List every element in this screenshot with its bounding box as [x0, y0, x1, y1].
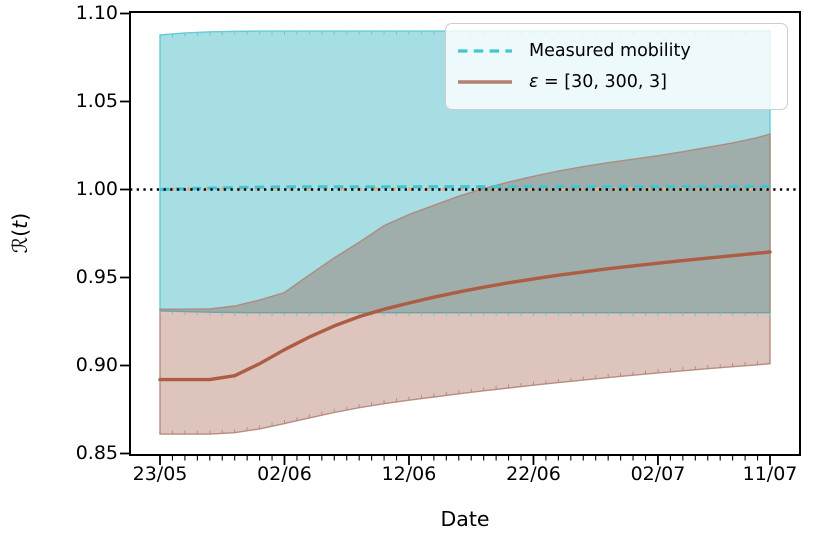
y-tick-label: 0.85 — [75, 442, 118, 464]
x-tick-label: 22/06 — [506, 463, 561, 485]
y-tick-label: 0.95 — [75, 266, 118, 288]
dashed-line-sample-icon — [458, 49, 512, 53]
legend-label-epsilon: ε = [30, 300, 3] — [529, 72, 667, 93]
legend-item-measured-mobility: Measured mobility — [456, 41, 779, 61]
y-tick-label: 1.00 — [75, 178, 118, 200]
x-tick-label: 11/07 — [742, 463, 798, 485]
solid-line-sample-icon — [458, 80, 512, 85]
x-axis-label: Date — [440, 507, 490, 531]
x-tick-label: 23/05 — [132, 463, 188, 485]
x-tick-label: 02/06 — [257, 463, 312, 485]
ylabel-symbol: ℛ — [8, 236, 32, 254]
x-tick-label: 02/07 — [630, 463, 686, 485]
y-axis-label: ℛ(t) — [8, 212, 32, 254]
legend-label-measured-mobility: Measured mobility — [529, 40, 691, 61]
axes-frame — [129, 11, 801, 456]
y-tick-label: 1.10 — [75, 1, 118, 24]
y-tick-label: 0.90 — [75, 354, 118, 376]
legend: Measured mobility ε = [30, 300, 3] — [445, 23, 788, 110]
line-epsilon-median — [158, 250, 772, 382]
x-tick-label: 12/06 — [381, 463, 437, 485]
legend-item-epsilon: ε = [30, 300, 3] — [456, 72, 779, 92]
y-tick-label: 1.05 — [75, 90, 118, 112]
